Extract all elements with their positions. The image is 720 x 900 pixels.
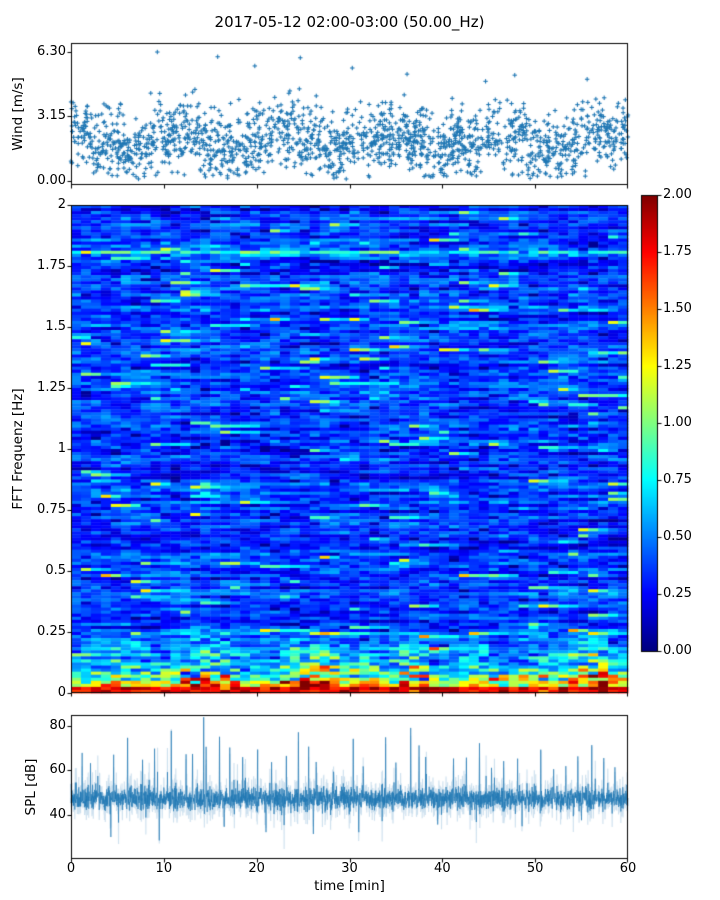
colorbar-tick-label: 0.00 [663,643,692,658]
wind-ytick-label: 3.15 [37,108,66,124]
time-xtick-label: 60 [619,861,637,876]
colorbar-tick-label: 1.75 [663,244,692,259]
colorbar-tick-label: 1.25 [663,358,692,373]
spl-ytick-label: 40 [49,806,66,822]
fft-ytick-label: 0 [57,685,66,700]
spl-ytick-label: 80 [49,717,66,733]
time-xtick-label: 0 [66,861,76,876]
spl-ytick-label: 60 [49,762,66,778]
wind-ytick-label: 6.30 [37,43,66,59]
time-xtick-label: 30 [341,861,358,876]
colorbar-tick-label: 1.00 [663,415,692,430]
wind-ytick-label: 0.00 [37,172,66,188]
colorbar-tick-label: 0.25 [663,586,692,601]
colorbar-tick-label: 1.50 [663,301,692,316]
figure-title: 2017-05-12 02:00-03:00 (50.00_Hz) [214,13,485,31]
time-xtick-label: 50 [526,861,544,876]
fft-ytick-label: 0.25 [37,624,66,639]
colorbar-tick-label: 0.75 [663,472,692,487]
fft-ytick-label: 1.25 [37,380,66,395]
time-xtick-label: 40 [434,861,451,876]
fft-ytick-label: 1.5 [45,319,66,334]
fft-ytick-label: 2 [57,197,66,212]
fft-ytick-label: 1 [57,441,66,456]
time-xtick-label: 20 [248,861,265,876]
fft-ytick-label: 0.5 [45,563,66,578]
time-xlabel: time [min] [314,878,385,894]
fft-ytick-label: 0.75 [37,502,66,517]
colorbar-tick-label: 2.00 [663,187,692,202]
fft-ytick-label: 1.75 [37,258,66,273]
time-xtick-label: 10 [155,861,173,876]
colorbar-tick-label: 0.50 [663,529,692,544]
